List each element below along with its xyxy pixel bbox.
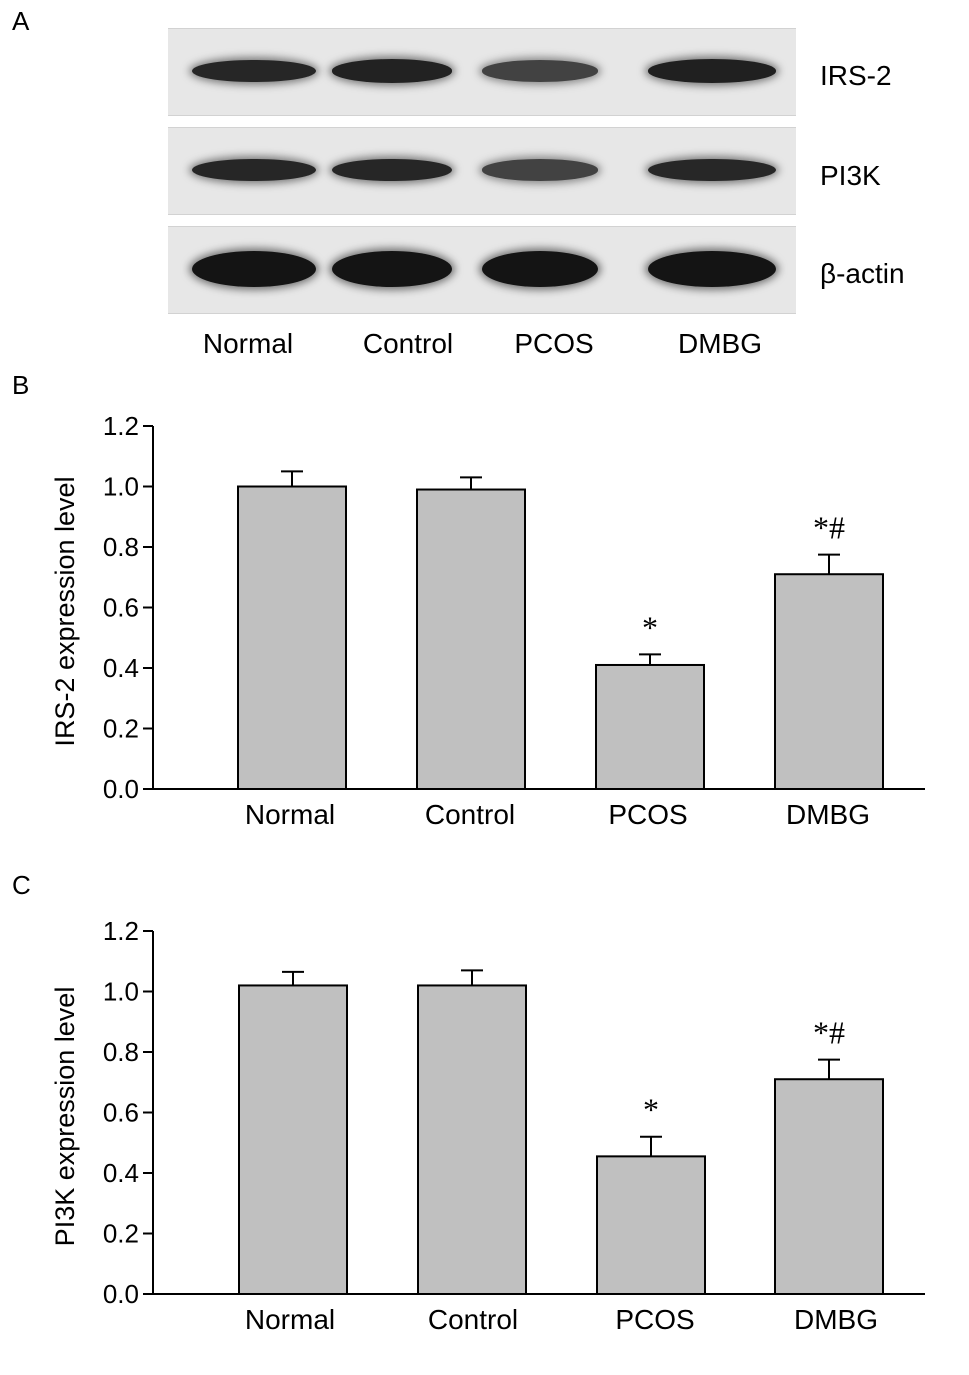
x-tick-label: DMBG — [786, 799, 870, 830]
blot-band — [192, 158, 316, 182]
x-tick-label: Control — [428, 1304, 518, 1335]
x-tick-label: PCOS — [608, 799, 687, 830]
significance-mark: *# — [813, 1015, 845, 1051]
y-tick-label: 1.0 — [103, 977, 139, 1007]
y-tick-label: 0.4 — [103, 653, 139, 683]
x-tick-label: Normal — [245, 1304, 335, 1335]
panel-letter-b: B — [12, 370, 30, 400]
x-tick-label: DMBG — [794, 1304, 878, 1335]
bar — [237, 485, 347, 790]
y-axis-label: IRS-2 expression level — [50, 476, 80, 746]
bar — [595, 663, 705, 791]
y-tick-label: 0.0 — [103, 774, 139, 804]
bar — [238, 984, 348, 1295]
blot-band — [482, 60, 598, 82]
bar — [774, 1078, 884, 1295]
panel-letter-a: A — [12, 6, 30, 36]
y-tick-label: 1.0 — [103, 472, 139, 502]
y-tick-label: 0.4 — [103, 1158, 139, 1188]
x-tick-label: Control — [425, 799, 515, 830]
lane-label-normal: Normal — [202, 328, 294, 359]
blot-band — [332, 59, 452, 83]
blot-band — [648, 59, 776, 83]
bar — [417, 984, 527, 1295]
blot-band — [192, 59, 316, 83]
irs2-bar-chart: 0.0 0.2 0.4 0.6 0.8 1.0 1.2 IRS-2 expression le… — [50, 411, 925, 830]
blot-label-pi3k: PI3K — [820, 160, 881, 191]
x-tick-label: Normal — [245, 799, 335, 830]
pi3k-bar-chart: 0.0 0.2 0.4 0.6 0.8 1.0 1.2 PI3K expression lev… — [50, 916, 925, 1335]
y-tick-label: 0.8 — [103, 1037, 139, 1067]
blot-band — [482, 159, 598, 181]
lane-label-control: Control — [362, 328, 454, 359]
significance-mark: * — [642, 609, 658, 645]
y-tick-label: 1.2 — [103, 411, 139, 441]
y-tick-label: 0.2 — [103, 1219, 139, 1249]
y-tick-label: 0.6 — [103, 593, 139, 623]
blot-label-actin: β-actin — [820, 258, 905, 289]
blot-band — [332, 158, 452, 182]
y-tick-label: 0.6 — [103, 1098, 139, 1128]
y-tick-label: 0.2 — [103, 714, 139, 744]
significance-mark: * — [643, 1092, 659, 1128]
blot-band — [482, 251, 598, 287]
blot-band — [648, 158, 776, 182]
panel-letter-c: C — [12, 870, 31, 900]
blot-label-irs2: IRS-2 — [820, 60, 892, 91]
significance-mark: *# — [813, 510, 845, 546]
y-tick-label: 1.2 — [103, 916, 139, 946]
bar — [774, 573, 884, 790]
y-axis-label: PI3K expression level — [50, 987, 80, 1247]
y-tick-label: 0.8 — [103, 532, 139, 562]
lane-label-dmbg: DMBG — [678, 328, 762, 359]
bar — [416, 488, 526, 791]
lane-label-pcos: PCOS — [514, 328, 594, 359]
blot-band — [648, 251, 776, 287]
blot-band — [192, 251, 316, 287]
y-tick-label: 0.0 — [103, 1279, 139, 1309]
blot-band — [332, 251, 452, 287]
x-tick-label: PCOS — [615, 1304, 694, 1335]
bar — [596, 1155, 706, 1295]
